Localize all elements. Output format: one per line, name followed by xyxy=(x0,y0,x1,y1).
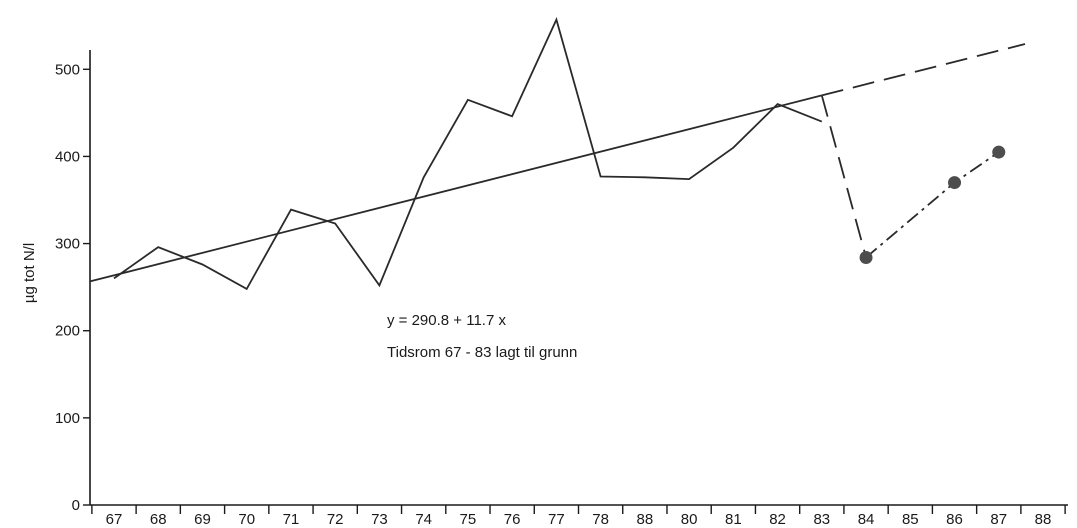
y-tick-label: 300 xyxy=(55,236,80,253)
y-ticks: 0 100 200 300 400 500 xyxy=(55,61,90,514)
x-tick-label: 74 xyxy=(415,511,432,528)
data-point-marker xyxy=(992,145,1006,159)
x-tick-label: 73 xyxy=(371,511,388,528)
x-tick-label: 67 xyxy=(106,511,123,528)
markers-group xyxy=(859,145,1006,265)
x-tick-label: 72 xyxy=(327,511,344,528)
x-tick-label: 85 xyxy=(902,511,919,528)
trendline-projection xyxy=(821,43,1026,97)
series-line-1 xyxy=(113,16,823,291)
x-tick-label: 88 xyxy=(637,511,654,528)
x-tick-label: 87 xyxy=(990,511,1007,528)
y-tick-label: 0 xyxy=(72,497,80,514)
x-tick-label: 82 xyxy=(769,511,786,528)
x-tick-label: 77 xyxy=(548,511,565,528)
x-tick-label: 70 xyxy=(238,511,255,528)
y-tick-label: 400 xyxy=(55,148,80,165)
x-tick-label: 71 xyxy=(283,511,300,528)
x-tick-label: 81 xyxy=(725,511,742,528)
trend-period: Tidsrom 67 - 83 lagt til grunn xyxy=(387,344,577,361)
trendline-solid xyxy=(89,94,823,283)
x-tick-label: 83 xyxy=(813,511,830,528)
x-tick-label: 80 xyxy=(681,511,698,528)
trend-to-2084-connector xyxy=(820,95,867,258)
x-tick-label: 86 xyxy=(946,511,963,528)
series-group xyxy=(113,16,1000,291)
x-tick-label: 75 xyxy=(460,511,477,528)
trendline-group xyxy=(89,43,1026,283)
y-axis-label: µg tot N/l xyxy=(21,243,38,303)
plot-area: 0 100 200 300 400 500 67 68 69 70 71 72 73 74 75 76 77 7… xyxy=(55,16,1068,528)
y-tick-label: 200 xyxy=(55,323,80,340)
x-tick-label: 76 xyxy=(504,511,521,528)
x-tick-label: 69 xyxy=(194,511,211,528)
x-tick-label: 88 xyxy=(1035,511,1052,528)
series-line-2 xyxy=(865,151,1000,259)
x-tick-label: 84 xyxy=(858,511,875,528)
data-point-marker xyxy=(859,251,873,265)
y-tick-label: 500 xyxy=(55,61,80,78)
x-tick-label: 78 xyxy=(592,511,609,528)
trend-equation: y = 290.8 + 11.7 x xyxy=(387,312,506,329)
x-tick-label: 68 xyxy=(150,511,167,528)
y-tick-label: 100 xyxy=(55,410,80,427)
data-point-marker xyxy=(948,176,962,190)
x-ticks: 67 68 69 70 71 72 73 74 75 76 77 78 88 80 81 82 83 84 85 86… xyxy=(91,505,1066,528)
